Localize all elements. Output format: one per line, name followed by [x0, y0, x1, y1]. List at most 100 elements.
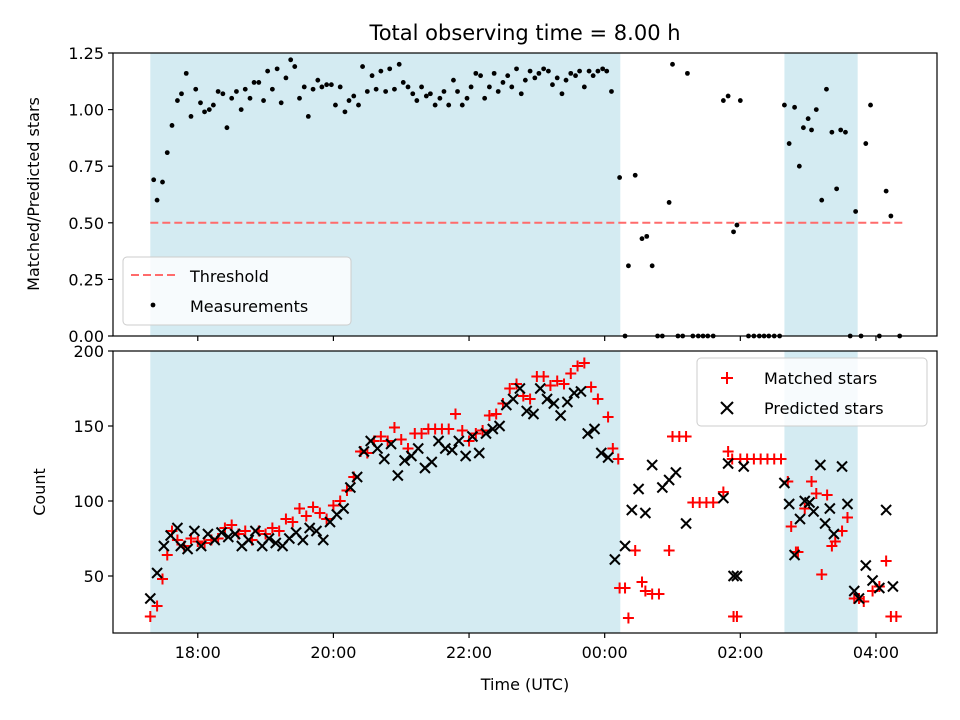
measurement-point: [609, 89, 614, 94]
predicted-point: [632, 483, 645, 495]
x-tick-label: 04:00: [853, 643, 899, 662]
predicted-point-b: [803, 496, 816, 509]
count-panel-frame: [112, 350, 938, 634]
predicted-point-b: [195, 540, 207, 552]
measurement-point: [455, 89, 460, 94]
predicted-point-b: [609, 553, 621, 566]
predicted-point: [731, 570, 743, 582]
measurement-point: [824, 86, 829, 92]
legend: Matched stars Predicted stars: [696, 357, 928, 427]
measurement-point: [193, 86, 199, 92]
measurement-point: [292, 64, 298, 69]
predicted-point-b: [824, 502, 836, 515]
predicted-point: [722, 457, 734, 470]
matched-point: [456, 425, 468, 436]
measurement-point: [432, 102, 438, 108]
measurement-point: [581, 84, 587, 90]
chart-title: Total observing time = 8.00 h: [368, 21, 680, 45]
matched-point: [161, 549, 173, 561]
observing-bands: [150, 351, 858, 633]
matched-point: [558, 378, 570, 390]
measurement-point: [464, 95, 470, 101]
matched-point: [785, 521, 797, 532]
legend: Threshold Measurements: [122, 256, 352, 326]
measurement-point: [297, 95, 302, 101]
matched-point: [375, 431, 387, 442]
measurement-point: [238, 107, 244, 112]
matched-point: [607, 443, 619, 454]
predicted-point-b: [317, 534, 329, 546]
measurement-point: [532, 75, 538, 81]
predicted-point: [195, 540, 207, 552]
measurement-point: [734, 222, 740, 228]
matched-point: [504, 383, 516, 394]
legend-matched-label: Matched stars: [764, 369, 877, 388]
predicted-point-b: [263, 532, 275, 545]
measurement-point: [522, 77, 528, 83]
measurement-point: [160, 179, 165, 185]
measurement-point: [151, 177, 157, 183]
predicted-point-b: [188, 525, 201, 537]
measurement-point: [305, 113, 311, 119]
predicted-point: [446, 444, 458, 456]
measurement-point: [427, 91, 433, 97]
predicted-point: [171, 522, 184, 534]
predicted-point: [548, 397, 560, 410]
measurement-point: [731, 229, 736, 235]
predicted-point-b: [794, 513, 806, 525]
measurement-point: [590, 73, 596, 79]
measurement-point: [356, 102, 361, 108]
matched-point: [307, 501, 319, 513]
predicted-point: [303, 522, 316, 534]
predicted-point-b: [639, 507, 652, 519]
predicted-point-b: [568, 387, 580, 399]
matched-point: [544, 380, 556, 391]
measurement-point: [274, 66, 280, 72]
measurement-point: [369, 73, 375, 79]
legend-box: [122, 256, 352, 326]
predicted-point-b: [738, 460, 750, 473]
predicted-point-b: [828, 528, 840, 540]
predicted-point-b: [836, 460, 848, 473]
measurement-point: [441, 89, 447, 94]
measurement-point: [333, 102, 338, 108]
measurement-point: [301, 84, 307, 90]
measurement-point: [234, 89, 239, 94]
matched-point: [449, 408, 461, 420]
measurement-point: [210, 102, 216, 108]
predicted-point-b: [249, 525, 262, 537]
predicted-point: [453, 435, 465, 447]
predicted-point-b: [841, 498, 854, 510]
matched-point: [890, 611, 902, 622]
predicted-point: [626, 504, 638, 516]
legend-predicted-swatch: [720, 401, 734, 415]
matched-point: [280, 513, 292, 525]
y-tick-label: 1.00: [68, 101, 104, 120]
measurement-point: [423, 93, 429, 99]
matched-point: [629, 545, 641, 556]
matched-point: [806, 476, 818, 487]
predicted-point-b: [680, 517, 692, 530]
matched-point: [239, 525, 251, 537]
observing-band: [150, 351, 621, 633]
matched-point: [157, 573, 169, 585]
predicted-point-b: [873, 582, 886, 594]
predicted-point: [828, 528, 840, 540]
measurement-point: [843, 129, 848, 135]
measurement-point: [373, 86, 379, 92]
predicted-point: [602, 451, 614, 464]
measurement-point: [834, 186, 840, 192]
measurement-point: [183, 70, 189, 76]
measurement-point: [265, 68, 271, 74]
predicted-point: [514, 382, 526, 395]
measurement-point: [563, 77, 569, 83]
predicted-point-b: [453, 435, 465, 447]
measurement-point: [251, 80, 257, 85]
matched-point: [578, 357, 590, 369]
measurement-point: [500, 80, 506, 85]
measurement-point: [315, 77, 321, 83]
predicted-point-b: [561, 396, 574, 408]
measurement-point: [509, 84, 515, 90]
measurement-point: [545, 68, 551, 74]
predicted-point: [480, 427, 492, 440]
